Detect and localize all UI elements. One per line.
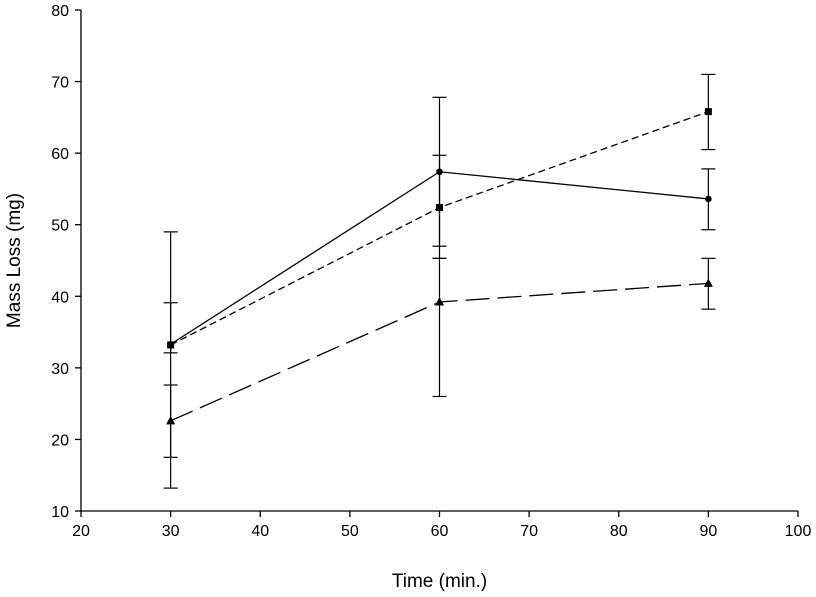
data-point-square: [167, 341, 175, 349]
x-tick-label: 20: [72, 523, 90, 540]
y-tick-label: 10: [51, 504, 69, 521]
y-tick-label: 70: [51, 75, 69, 92]
y-tick-label: 20: [51, 432, 69, 449]
y-tick-label: 40: [51, 289, 69, 306]
data-point-triangle: [435, 297, 444, 306]
series-layer: [163, 73, 716, 489]
y-tick-label: 80: [51, 3, 69, 20]
x-axis-title: Time (min.): [392, 571, 487, 592]
series-square: [163, 73, 716, 458]
y-tick-label: 30: [51, 361, 69, 378]
x-tick-label: 90: [699, 523, 717, 540]
x-tick-label: 100: [785, 523, 812, 540]
y-axis-title: Mass Loss (mg): [4, 193, 25, 328]
x-tick-label: 30: [162, 523, 180, 540]
data-point-square: [704, 108, 712, 116]
data-point-triangle: [166, 415, 176, 425]
x-tick-label: 80: [610, 523, 628, 540]
series-triangle: [163, 257, 716, 489]
y-tick-label: 60: [51, 146, 69, 163]
x-tick-label: 70: [520, 523, 538, 540]
y-tick-label: 50: [51, 218, 69, 235]
data-point-triangle: [703, 278, 713, 287]
data-point-square: [436, 204, 443, 212]
x-tick-label: 60: [431, 523, 449, 540]
data-point-circle: [705, 195, 712, 203]
x-tick-label: 50: [341, 523, 359, 540]
x-tick-label: 40: [251, 523, 269, 540]
